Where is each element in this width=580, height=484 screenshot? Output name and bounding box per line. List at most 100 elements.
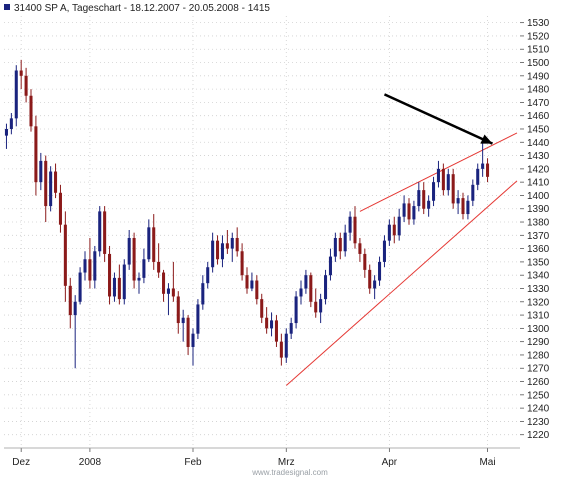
y-tick-label: 1450 xyxy=(527,124,550,135)
y-tick-label: 1480 xyxy=(527,85,550,96)
candle-body xyxy=(348,216,352,233)
candle-body xyxy=(343,232,347,252)
candle-body xyxy=(152,227,156,262)
candle-body xyxy=(466,200,470,215)
candle-body xyxy=(108,253,112,297)
candle-body xyxy=(34,126,38,183)
candle-body xyxy=(427,200,431,209)
candle-body xyxy=(157,261,161,273)
candle-body xyxy=(216,240,220,260)
arrow-head xyxy=(480,134,493,144)
y-tick-label: 1280 xyxy=(527,350,550,361)
candle-body xyxy=(481,163,485,169)
candle-body xyxy=(274,320,278,342)
annotations xyxy=(383,93,493,145)
x-tick-label: Apr xyxy=(382,457,398,468)
candle-body xyxy=(225,243,229,249)
y-tick-label: 1300 xyxy=(527,324,550,335)
candle-body xyxy=(245,275,249,289)
candle-body xyxy=(255,280,259,300)
x-tick-label: Mrz xyxy=(278,457,295,468)
grid xyxy=(4,16,520,448)
candle-body xyxy=(162,272,166,294)
candle-body xyxy=(353,216,357,244)
candle-body xyxy=(451,174,455,204)
y-tick-label: 1270 xyxy=(527,364,550,375)
y-tick-label: 1470 xyxy=(527,98,550,109)
arrow-line xyxy=(383,93,493,145)
candle-body xyxy=(363,253,367,270)
candle-body xyxy=(63,224,67,286)
candle-body xyxy=(19,70,23,76)
y-tick-label: 1240 xyxy=(527,404,550,415)
candle-body xyxy=(289,323,293,334)
candle-body xyxy=(171,288,175,297)
trendline xyxy=(285,180,518,386)
candle-body xyxy=(309,275,313,302)
candle-body xyxy=(279,341,283,358)
candle-body xyxy=(201,283,205,305)
candle-body xyxy=(112,277,116,297)
candle-body xyxy=(176,296,180,324)
y-tick-label: 1440 xyxy=(527,138,550,149)
candle-body xyxy=(486,163,490,177)
candle-body xyxy=(117,277,121,300)
x-tick-label: 2008 xyxy=(79,457,102,468)
y-tick-label: 1530 xyxy=(527,18,550,29)
candle-body xyxy=(132,237,136,281)
candle-body xyxy=(471,184,475,201)
candle-body xyxy=(284,333,288,358)
candle-body xyxy=(14,70,18,119)
candle-body xyxy=(270,320,274,329)
y-tick-label: 1420 xyxy=(527,164,550,175)
candle-body xyxy=(333,237,337,257)
x-tick-label: Mai xyxy=(479,457,495,468)
candle-body xyxy=(456,198,460,204)
y-tick-label: 1500 xyxy=(527,58,550,69)
candle-body xyxy=(382,240,386,262)
candle-body xyxy=(314,301,318,313)
candle-body xyxy=(137,277,141,281)
watermark: www.tradesignal.com xyxy=(251,468,328,477)
candle-body xyxy=(186,317,190,347)
y-axis: 1530 1520 1510 1500 1490 1480 1470 1460 1450 1440… xyxy=(520,18,550,441)
candle-body xyxy=(265,317,269,329)
y-tick-label: 1430 xyxy=(527,151,550,162)
candle-body xyxy=(127,237,131,265)
candle-body xyxy=(4,128,8,136)
candle-body xyxy=(373,280,377,289)
candle-body xyxy=(441,168,445,191)
candle-body xyxy=(240,251,244,276)
candle-body xyxy=(304,275,308,289)
candle-body xyxy=(378,261,382,281)
chart-title: 31400 SP A, Tageschart - 18.12.2007 - 20… xyxy=(14,3,270,14)
y-tick-label: 1460 xyxy=(527,111,550,122)
candle-body xyxy=(78,272,82,302)
y-tick-label: 1320 xyxy=(527,297,550,308)
candle-body xyxy=(387,224,391,241)
candle-body xyxy=(68,285,72,316)
x-tick-label: Feb xyxy=(184,457,202,468)
y-tick-label: 1340 xyxy=(527,271,550,282)
candle-body xyxy=(392,224,396,236)
chart-header: 31400 SP A, Tageschart - 18.12.2007 - 20… xyxy=(4,3,270,14)
candle-body xyxy=(58,192,62,225)
y-tick-label: 1390 xyxy=(527,204,550,215)
candle-body xyxy=(9,118,13,129)
candle-body xyxy=(260,299,264,318)
candle-body xyxy=(196,304,200,334)
candle-body xyxy=(142,259,146,278)
y-tick-label: 1260 xyxy=(527,377,550,388)
candle-body xyxy=(191,333,195,347)
y-tick-label: 1490 xyxy=(527,71,550,82)
candle-body xyxy=(235,237,239,252)
candle-body xyxy=(122,264,126,300)
y-tick-label: 1310 xyxy=(527,311,550,322)
candle-body xyxy=(299,288,303,297)
candle-body xyxy=(250,280,254,289)
candle-body xyxy=(294,296,298,324)
candle-body xyxy=(230,237,234,249)
candle-body xyxy=(461,198,465,215)
candle-body xyxy=(402,203,406,217)
